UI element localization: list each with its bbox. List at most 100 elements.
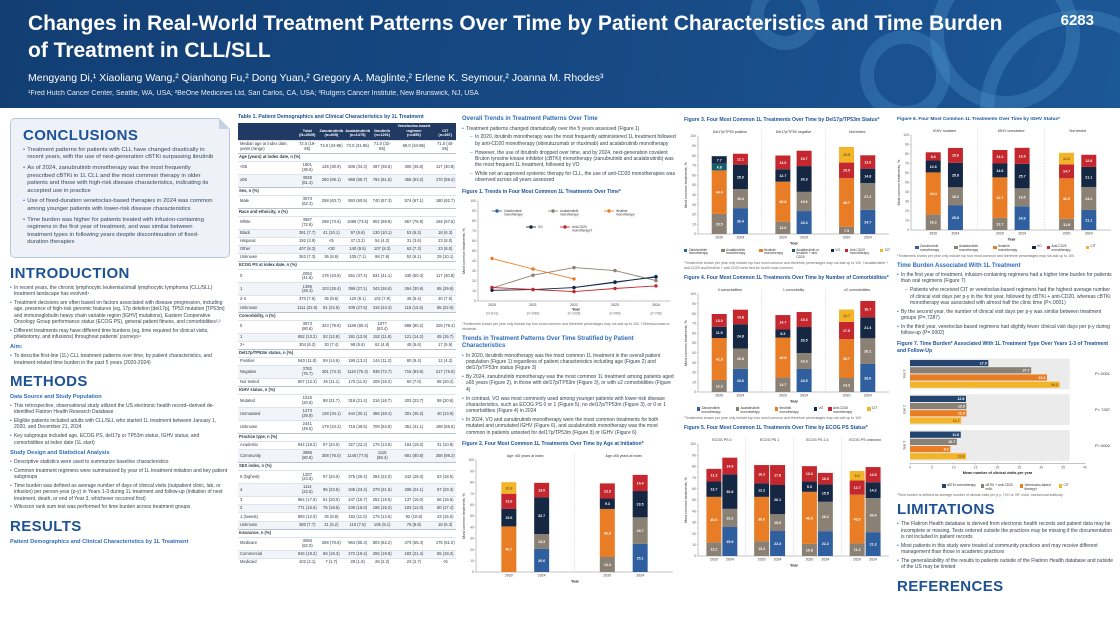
bar-segment-zanu <box>732 368 748 392</box>
data-point-acala <box>572 266 576 270</box>
svg-text:Not tested: Not tested <box>849 129 865 133</box>
bullet-item: • By 2024, zanubrutinib monotherapy was t… <box>462 374 674 393</box>
svg-text:13.0: 13.0 <box>538 488 545 492</box>
svg-text:11.1: 11.1 <box>737 157 744 161</box>
bar-segment-vo <box>865 482 881 498</box>
svg-text:10.3: 10.3 <box>505 486 512 490</box>
legend-swatch <box>774 407 779 411</box>
svg-text:39.7: 39.7 <box>843 357 850 361</box>
figure-4-title: Figure 4. Four Most Common 1L Treatments… <box>684 275 889 282</box>
figure-5-title: Figure 5. Four Most Common 1L Treatments… <box>684 425 868 432</box>
svg-text:12.7: 12.7 <box>854 486 861 490</box>
fig2-svg: 0 10 20 30 40 50 60 70 80 90 100 Age <65 years at i… <box>462 453 673 583</box>
hbar-cbtki_cd20 <box>910 366 1032 374</box>
legend-item: CIT <box>867 406 877 415</box>
legend-swatch <box>721 249 725 253</box>
svg-text:10: 10 <box>952 465 956 469</box>
svg-text:2020: 2020 <box>715 394 723 398</box>
bar-segment-acala <box>839 377 855 392</box>
bar-segment-acala <box>947 187 963 206</box>
methods-sub1-list: • This retrospective, observational study… <box>10 403 230 446</box>
bar-segment-ibr <box>501 526 517 572</box>
column-trends: Overall Trends in Treatment Patterns Ove… <box>462 112 676 630</box>
bar-segment-zanu <box>860 209 876 234</box>
table-row: Unknown 1111 (22.5) 91 (22.5) 405 (27.5) 315… <box>238 303 456 312</box>
bar-segment-vo <box>775 168 791 182</box>
svg-text:Year 1: Year 1 <box>903 369 907 378</box>
bar-segment-acala <box>801 543 817 556</box>
svg-text:ECOG PS unknown: ECOG PS unknown <box>849 438 881 442</box>
svg-text:20: 20 <box>692 532 696 536</box>
bar-segment-acala <box>1059 219 1075 231</box>
bar-segment-vo <box>1081 167 1097 188</box>
legend-swatch <box>915 245 919 250</box>
svg-text:25.0: 25.0 <box>737 175 744 179</box>
svg-text:12.3: 12.3 <box>716 384 723 388</box>
svg-text:(n=1083): (n=1083) <box>527 312 540 316</box>
svg-text:17.9: 17.9 <box>980 361 987 365</box>
figure-1-title: Figure 1. Trends in Four Most Common 1L … <box>462 188 621 195</box>
svg-text:IGHV unmutated: IGHV unmutated <box>998 129 1025 133</box>
bar-segment-vo <box>992 163 1008 178</box>
figure-7: Figure 7. Time Burden* Associated With 1… <box>897 341 1114 497</box>
svg-text:25.8: 25.8 <box>952 174 959 178</box>
svg-text:14.8: 14.8 <box>737 315 744 319</box>
bullet-item: • This retrospective, observational study… <box>10 402 215 416</box>
svg-text:90: 90 <box>472 209 476 213</box>
svg-text:25.1: 25.1 <box>637 556 644 560</box>
svg-text:21.1: 21.1 <box>1085 219 1092 223</box>
svg-text:12.7: 12.7 <box>843 314 850 318</box>
table1-col-header: Acalabrutinib (n=1475) <box>344 122 372 141</box>
figure-7-title: Figure 7. Time Burden* Associated With 1… <box>897 341 1109 355</box>
svg-text:20: 20 <box>996 465 1000 469</box>
svg-text:60: 60 <box>692 173 696 177</box>
svg-text:15.6: 15.6 <box>952 154 959 158</box>
table-row: 0 3973 (80.6) 323 (79.8) 1186 (80.4) 1077 (8… <box>238 319 456 334</box>
svg-text:10: 10 <box>905 219 909 223</box>
svg-text:2024: 2024 <box>864 394 872 398</box>
svg-text:50: 50 <box>692 498 696 502</box>
methods-heading: METHODS <box>10 372 88 390</box>
bar-segment-ibr <box>754 496 770 542</box>
data-point-vo <box>613 280 617 284</box>
svg-text:14.9: 14.9 <box>726 464 733 468</box>
svg-text:7.7: 7.7 <box>717 158 722 162</box>
bar-segment-vo <box>722 474 738 509</box>
svg-text:23.5: 23.5 <box>637 502 644 506</box>
bar-segment-cd20 <box>925 152 941 161</box>
bar-segment-acala <box>711 213 727 234</box>
svg-text:14.7: 14.7 <box>779 383 786 387</box>
bar-segment-ibr <box>801 491 817 544</box>
legend-swatch <box>954 245 958 250</box>
bar-segment-vo <box>501 508 517 527</box>
svg-text:30.4: 30.4 <box>870 513 877 517</box>
bullet-item: – Patients who received CIT or venetoclax… <box>905 287 1111 306</box>
bullet-item: • By the second year, the number of clini… <box>897 308 1102 321</box>
svg-text:0: 0 <box>694 232 696 236</box>
legend-swatch <box>1046 245 1051 250</box>
legend-item: Zanubrutinib monotherapy <box>915 244 949 253</box>
svg-text:80: 80 <box>905 152 909 156</box>
bar-segment-vo <box>732 324 748 349</box>
figure-6-chart: 0 10 20 30 40 50 60 70 80 90 100 IGHV mutated 16.2 44… <box>897 125 1114 244</box>
svg-text:20.8: 20.8 <box>737 357 744 361</box>
svg-text:26.2: 26.2 <box>822 515 829 519</box>
bullet-item: • In the third year, venetoclax-based reg… <box>897 323 1110 337</box>
svg-text:10.7: 10.7 <box>948 440 955 444</box>
bar-segment-zanu <box>732 207 748 234</box>
svg-text:42.7: 42.7 <box>996 196 1003 200</box>
bar-segment-vo <box>770 484 786 515</box>
svg-text:2024: 2024 <box>821 557 829 561</box>
svg-text:15.0: 15.0 <box>774 521 781 525</box>
svg-text:60: 60 <box>692 487 696 491</box>
table-row: 5 (highest) 1207 (24.5) 97 (24.0) 375 (25.4… <box>238 470 456 484</box>
legend-item: VO <box>813 406 823 415</box>
svg-text:Age ≥65 years at index: Age ≥65 years at index <box>605 453 642 457</box>
svg-text:ECOG PS 1: ECOG PS 1 <box>760 438 779 442</box>
svg-text:80: 80 <box>470 480 474 484</box>
svg-text:2020: 2020 <box>929 232 937 236</box>
svg-text:2021: 2021 <box>529 303 537 307</box>
figure-6-footnote: *Treatments shown per year only include … <box>897 253 1075 258</box>
data-point-vo <box>654 275 658 279</box>
hbar-cit <box>910 381 1060 388</box>
